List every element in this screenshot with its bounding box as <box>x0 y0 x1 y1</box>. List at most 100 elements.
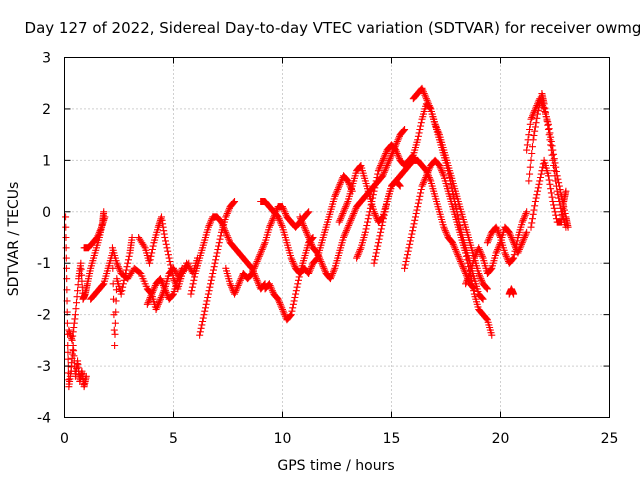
data-point-marker <box>414 199 422 207</box>
data-point-marker <box>502 252 510 260</box>
data-point-marker <box>403 251 411 259</box>
data-point-marker <box>237 275 245 283</box>
data-point-marker <box>112 308 120 316</box>
x-tick-label: 20 <box>492 431 510 447</box>
data-point-marker <box>547 185 555 193</box>
data-point-marker <box>378 222 386 229</box>
data-point-marker <box>345 220 353 228</box>
data-point-marker <box>521 211 529 219</box>
data-point-marker <box>168 268 176 276</box>
data-point-marker <box>371 184 379 192</box>
data-point-marker <box>201 307 209 315</box>
data-point-marker <box>161 234 169 241</box>
data-point-marker <box>94 232 102 240</box>
data-point-marker <box>432 122 440 130</box>
data-point-marker <box>509 255 517 263</box>
data-point-marker <box>196 331 204 339</box>
data-point-marker <box>534 107 542 115</box>
data-point-marker <box>350 208 358 216</box>
axis-ticks <box>64 57 610 418</box>
data-point-marker <box>151 283 159 291</box>
data-point-marker <box>286 312 294 319</box>
y-tick-label: -3 <box>37 359 51 375</box>
data-point-marker <box>231 288 239 296</box>
data-point-marker <box>334 184 342 192</box>
data-point-marker <box>534 110 542 118</box>
data-point-marker <box>211 259 219 267</box>
data-point-marker <box>95 228 103 236</box>
data-point-marker <box>148 249 156 257</box>
data-point-marker <box>372 252 380 260</box>
data-point-marker <box>478 252 486 260</box>
data-point-marker <box>276 216 284 224</box>
data-point-marker <box>442 228 450 236</box>
data-point-marker <box>438 168 446 176</box>
data-point-marker <box>299 220 307 228</box>
data-point-marker <box>276 299 284 307</box>
data-point-marker <box>260 242 268 250</box>
data-point-marker <box>528 112 536 120</box>
data-point-marker <box>510 290 518 298</box>
data-point-marker <box>536 174 544 181</box>
data-point-marker <box>116 266 124 274</box>
data-point-marker <box>552 177 560 185</box>
data-point-marker <box>99 281 107 289</box>
data-point-marker <box>470 254 478 262</box>
data-point-marker <box>164 251 172 259</box>
data-point-marker <box>307 264 315 272</box>
data-point-marker <box>155 299 163 307</box>
data-point-marker <box>517 242 525 250</box>
data-point-marker <box>362 225 370 233</box>
data-point-marker <box>522 230 530 238</box>
data-point-marker <box>348 213 356 221</box>
data-point-marker <box>419 86 427 94</box>
data-point-marker <box>154 302 162 310</box>
data-point-marker <box>522 210 530 217</box>
data-point-marker <box>425 167 433 175</box>
data-point-marker <box>260 240 268 248</box>
data-point-marker <box>529 210 537 218</box>
data-point-marker <box>373 246 381 253</box>
data-point-marker <box>437 165 445 173</box>
data-point-marker <box>191 273 199 281</box>
data-point-marker <box>225 235 233 243</box>
data-point-marker <box>366 204 374 212</box>
data-point-marker <box>438 167 446 175</box>
data-point-marker <box>367 201 375 209</box>
data-point-marker <box>207 276 215 284</box>
data-point-marker <box>385 156 393 164</box>
data-point-marker <box>252 259 260 267</box>
data-point-marker <box>176 270 184 277</box>
data-point-marker <box>156 295 164 303</box>
data-point-marker <box>178 264 186 272</box>
x-axis-label: GPS time / hours <box>277 458 394 474</box>
data-point-marker <box>547 189 555 197</box>
data-point-marker <box>302 227 310 235</box>
data-point-marker <box>336 180 344 188</box>
data-point-marker <box>149 287 157 295</box>
data-point-marker <box>531 198 539 205</box>
data-point-marker <box>394 136 402 144</box>
data-point-marker <box>528 114 536 121</box>
data-point-marker <box>381 151 389 159</box>
data-point-marker <box>332 191 340 199</box>
data-point-marker <box>254 256 262 264</box>
data-point-marker <box>153 304 161 312</box>
data-point-marker <box>465 263 473 271</box>
data-point-marker <box>289 300 297 308</box>
series-s1 <box>62 213 90 391</box>
data-point-marker <box>520 235 528 243</box>
data-point-marker <box>124 256 132 264</box>
data-point-marker <box>386 155 394 163</box>
data-point-marker <box>255 280 263 288</box>
data-point-marker <box>223 230 231 238</box>
data-point-marker <box>523 228 531 236</box>
data-point-marker <box>212 256 220 264</box>
data-point-marker <box>511 247 519 255</box>
data-point-marker <box>268 216 276 224</box>
data-point-marker <box>156 275 164 283</box>
data-point-marker <box>380 215 388 223</box>
series-s6 <box>135 213 193 293</box>
data-point-marker <box>292 287 300 295</box>
data-point-marker <box>156 297 164 305</box>
